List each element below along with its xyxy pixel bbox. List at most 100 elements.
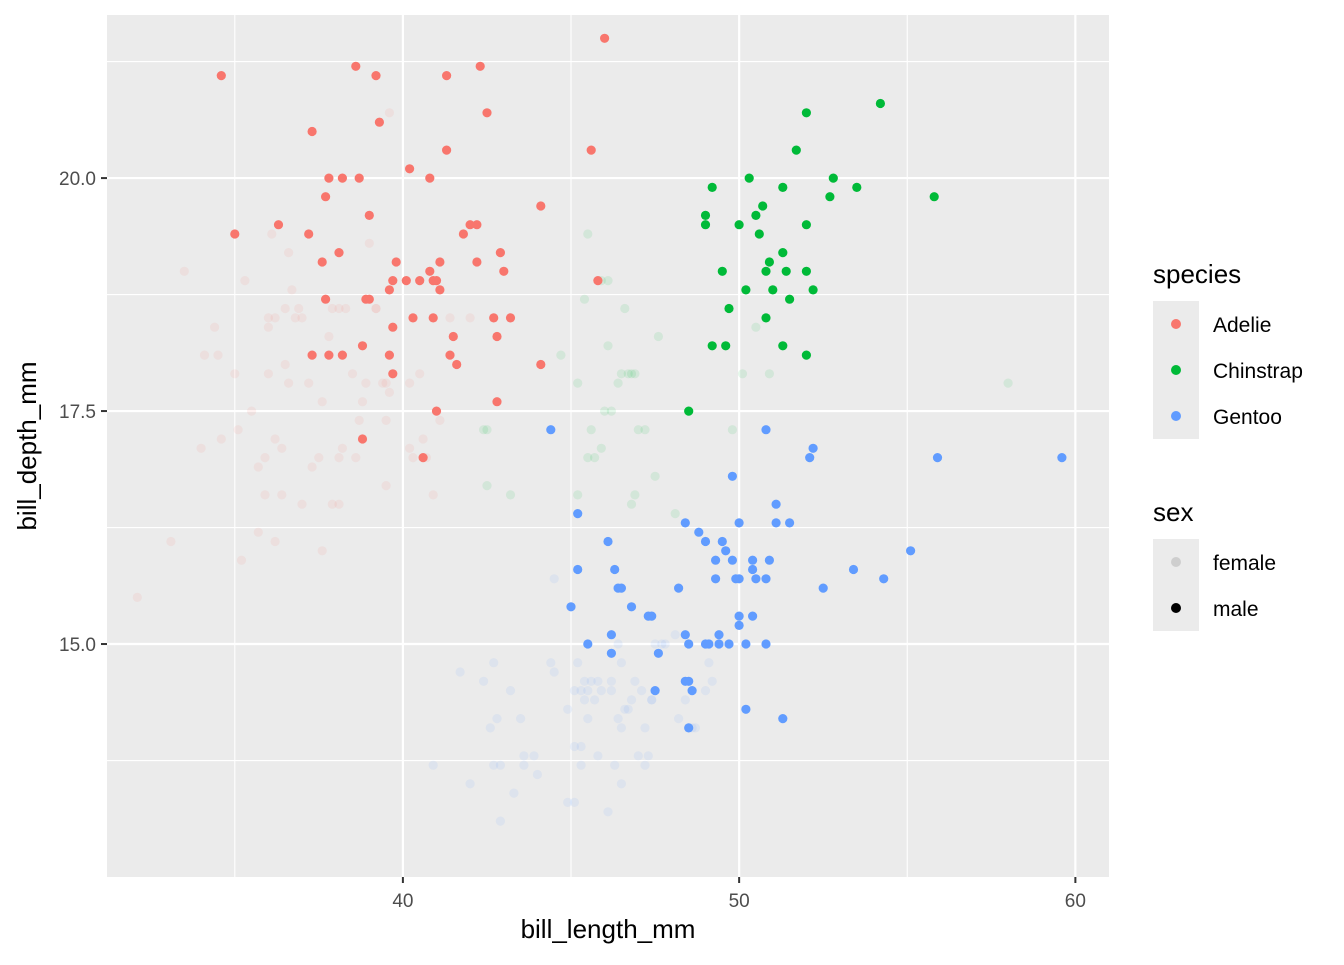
point-gentoo-male xyxy=(734,518,744,528)
y-tick-label: 17.5 xyxy=(59,402,96,423)
point-gentoo-female xyxy=(670,630,680,640)
point-gentoo-female xyxy=(549,667,559,677)
point-adelie-male xyxy=(401,276,411,286)
point-gentoo-female xyxy=(616,658,627,668)
point-adelie-male xyxy=(472,220,482,230)
point-gentoo-female xyxy=(704,658,714,668)
point-adelie-female xyxy=(230,369,240,379)
point-adelie-male xyxy=(357,434,368,444)
point-gentoo-female xyxy=(660,639,670,649)
point-adelie-female xyxy=(270,313,280,323)
point-chinstrap-male xyxy=(778,341,788,351)
point-gentoo-male xyxy=(1057,453,1067,463)
grid-major xyxy=(107,15,1109,877)
point-chinstrap-female xyxy=(620,303,630,314)
point-gentoo-male xyxy=(711,555,721,565)
point-gentoo-female xyxy=(680,695,690,705)
point-gentoo-female xyxy=(596,686,606,696)
point-gentoo-female xyxy=(657,639,667,649)
point-adelie-male xyxy=(384,285,394,295)
point-adelie-male xyxy=(458,229,468,239)
point-gentoo-female xyxy=(707,676,717,686)
point-gentoo-male xyxy=(583,639,593,649)
point-gentoo-male xyxy=(785,518,795,528)
point-adelie-male xyxy=(388,322,398,332)
point-gentoo-male xyxy=(610,564,620,575)
point-chinstrap-male xyxy=(707,341,717,351)
point-adelie-female xyxy=(327,499,337,509)
point-adelie-female xyxy=(381,481,391,491)
point-adelie-male xyxy=(334,248,344,258)
point-chinstrap-male xyxy=(700,220,711,230)
point-adelie-female xyxy=(284,378,294,388)
point-adelie-male xyxy=(418,453,428,463)
point-adelie-female xyxy=(240,276,250,286)
point-gentoo-male xyxy=(566,602,576,612)
point-gentoo-female xyxy=(579,676,590,686)
point-adelie-female xyxy=(378,378,388,388)
point-adelie-female xyxy=(260,490,270,500)
point-adelie-female xyxy=(408,453,418,463)
point-gentoo-female xyxy=(593,751,603,761)
point-chinstrap-male xyxy=(700,210,711,220)
point-gentoo-female xyxy=(613,639,623,649)
point-gentoo-male xyxy=(680,630,690,640)
point-chinstrap-male xyxy=(758,201,768,211)
point-chinstrap-male xyxy=(825,192,835,202)
point-gentoo-female xyxy=(606,676,617,686)
point-gentoo-female xyxy=(690,723,701,733)
point-adelie-female xyxy=(317,397,327,407)
point-adelie-female xyxy=(371,303,381,314)
point-gentoo-female xyxy=(643,751,653,761)
point-gentoo-female xyxy=(495,760,505,770)
point-chinstrap-female xyxy=(479,425,489,435)
point-chinstrap-female xyxy=(505,490,516,500)
point-gentoo-male xyxy=(808,443,818,453)
point-adelie-female xyxy=(199,350,210,360)
point-adelie-male xyxy=(415,276,425,286)
point-chinstrap-female xyxy=(737,369,748,379)
point-chinstrap-female xyxy=(751,322,761,332)
point-chinstrap-male xyxy=(761,313,771,323)
point-adelie-female xyxy=(371,303,381,314)
legend-label-gentoo: Gentoo xyxy=(1213,406,1282,429)
point-gentoo-male xyxy=(687,686,697,696)
point-gentoo-male xyxy=(684,639,694,649)
point-chinstrap-male xyxy=(791,145,801,155)
point-gentoo-female xyxy=(583,686,593,696)
point-gentoo-male xyxy=(879,574,889,584)
point-gentoo-female xyxy=(428,760,438,770)
point-gentoo-female xyxy=(633,751,643,761)
point-gentoo-female xyxy=(647,695,657,705)
point-chinstrap-male xyxy=(734,220,744,230)
point-chinstrap-female xyxy=(613,378,623,388)
point-adelie-male xyxy=(321,192,331,202)
point-chinstrap-male xyxy=(724,303,734,314)
point-gentoo-male xyxy=(734,620,744,631)
point-gentoo-male xyxy=(751,574,761,584)
point-adelie-male xyxy=(495,248,505,258)
point-gentoo-male xyxy=(805,453,815,463)
x-tick-label: 40 xyxy=(392,891,413,912)
point-gentoo-male xyxy=(778,714,788,724)
point-gentoo-female xyxy=(650,639,660,649)
point-adelie-female xyxy=(236,555,247,565)
point-adelie-male xyxy=(536,359,546,370)
point-gentoo-female xyxy=(637,686,647,696)
point-chinstrap-male xyxy=(768,285,778,295)
point-gentoo-male xyxy=(741,639,751,649)
point-chinstrap-female xyxy=(653,331,664,342)
data-points xyxy=(132,33,1067,826)
point-adelie-female xyxy=(233,425,243,435)
point-adelie-male xyxy=(435,257,445,267)
point-gentoo-female xyxy=(700,686,711,696)
point-adelie-male xyxy=(431,406,442,416)
point-gentoo-male xyxy=(906,546,916,556)
point-adelie-female xyxy=(334,303,344,314)
point-chinstrap-female xyxy=(630,490,640,500)
y-tick-label: 20.0 xyxy=(59,169,96,190)
point-chinstrap-female xyxy=(586,425,596,435)
point-adelie-male xyxy=(448,331,458,342)
point-adelie-female xyxy=(384,108,394,118)
point-adelie-male xyxy=(536,201,546,211)
